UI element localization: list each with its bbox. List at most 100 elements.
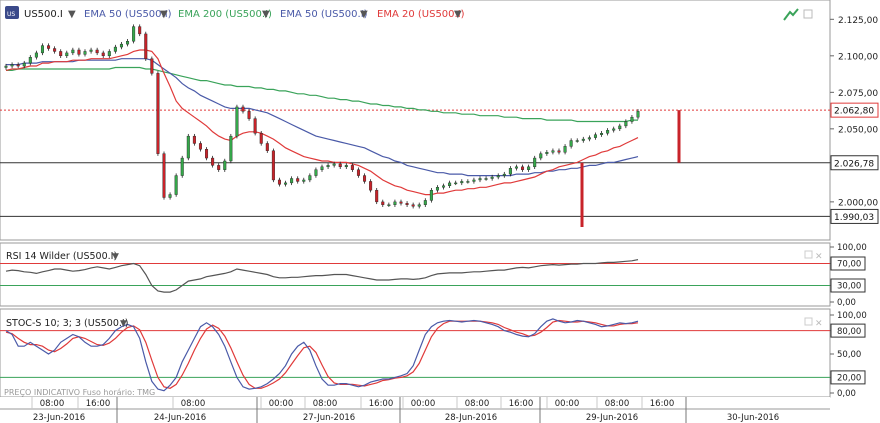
x-time-label: 16:00 [509,399,534,409]
maximize-icon[interactable] [803,9,813,19]
candle [393,199,397,207]
dropdown-arrow-icon[interactable]: ▼ [120,319,127,329]
candle [606,128,610,136]
price-tag-label: 2.026,78 [834,159,874,169]
candle [454,180,458,186]
candle [545,150,549,156]
y-tick-label: 0,00 [837,298,856,308]
candle [636,109,640,120]
y-tick-label: 2.125,00 [838,16,878,26]
ema200-line [6,66,638,123]
candle [271,148,275,183]
candle [417,202,421,209]
candle [466,179,470,184]
dropdown-arrow-icon[interactable]: ▼ [454,9,462,20]
y-tick-label: 80,00 [837,327,861,337]
candle [448,180,452,188]
x-date-label: 28-Jun-2016 [445,413,497,423]
symbol-icon [5,6,19,19]
price-tag-label: 1.990,03 [834,213,874,223]
candle [320,164,324,172]
x-time-label: 08:00 [181,399,206,409]
maximize-icon[interactable] [804,250,813,259]
rsi-label[interactable]: RSI 14 Wilder (US500.I) [6,251,117,262]
candle [563,144,567,155]
legend-ema50-b[interactable]: EMA 50 (US500.I) [280,9,368,20]
candle [600,131,604,137]
dropdown-arrow-icon[interactable]: ▼ [160,9,168,20]
x-time-label: 08:00 [40,399,65,409]
y-tick-label: 2.075,00 [838,89,878,99]
candle [539,151,543,161]
symbol-name: US500.I [24,9,63,20]
candle [71,47,75,56]
x-time-label: 00:00 [269,399,294,409]
candle [581,136,585,143]
x-time-label: 08:00 [313,399,338,409]
candle [22,60,26,69]
x-date-label: 29-Jun-2016 [586,413,638,423]
candle [10,62,14,69]
legend-ema50-a[interactable]: EMA 50 (US500.I) [84,9,172,20]
candle [363,173,367,184]
candle [126,39,130,47]
x-time-label: 16:00 [369,399,394,409]
price-panel-frame [0,0,831,241]
candle [259,131,263,146]
x-axis-bg [0,397,830,423]
candle [308,173,312,183]
candle [527,164,531,172]
candle [387,202,391,207]
candle [119,41,123,50]
candle [478,176,482,183]
candle [569,138,573,149]
candle [241,104,245,114]
y-tick-label: 0,00 [837,389,856,399]
close-icon[interactable]: ✕ [815,252,823,262]
candle [53,46,57,54]
candle [47,43,51,51]
candle [624,119,628,129]
candle [150,56,154,76]
rsi-line [5,259,639,293]
candle [101,50,105,59]
candle [350,163,354,172]
y-tick-label: 30,00 [837,282,861,292]
y-axis-layer: 2.125,00 2.100,00 2.075,00 2.050,00 2.026,78… [830,16,879,399]
trend-icon[interactable] [783,8,799,21]
candle [107,49,111,59]
price-layer [0,24,830,227]
level-tag [830,278,866,293]
candle [192,133,196,146]
price-tag: 2.026,78 [830,155,879,171]
dropdown-arrow-icon[interactable]: ▼ [112,252,119,262]
candle [217,163,221,172]
legend-ema200[interactable]: EMA 200 (US500.I) [178,9,272,20]
y-tick-label: 50,00 [837,350,861,360]
dropdown-arrow-icon[interactable]: ▼ [360,9,368,20]
close-icon[interactable]: ✕ [815,319,823,329]
dropdown-arrow-icon[interactable]: ▼ [68,9,76,20]
candle [28,55,32,66]
candle [144,31,148,61]
maximize-icon[interactable] [804,317,813,326]
legend-ema20[interactable]: EMA 20 (US500.I) [377,9,465,20]
x-date-label: 24-Jun-2016 [154,413,206,423]
candle [557,148,561,155]
x-date-label: 27-Jun-2016 [303,413,355,423]
candle [442,183,446,190]
candle [472,177,476,184]
candle [460,179,464,186]
x-date-label: 23-Jun-2016 [33,413,85,423]
y-tick-label: 2.050,00 [838,125,878,135]
stoc-label[interactable]: STOC-S 10; 3; 3 (US500.I) [6,318,128,329]
candle [423,198,427,207]
candle [490,174,494,181]
candle [284,180,288,187]
candle [156,71,160,156]
candle [514,164,518,171]
chart-header: US US500.I ▼ EMA 50 (US500.I) ▼ EMA 200 … [5,6,813,21]
dropdown-arrow-icon[interactable]: ▼ [262,9,270,20]
ema50-line [6,58,639,177]
